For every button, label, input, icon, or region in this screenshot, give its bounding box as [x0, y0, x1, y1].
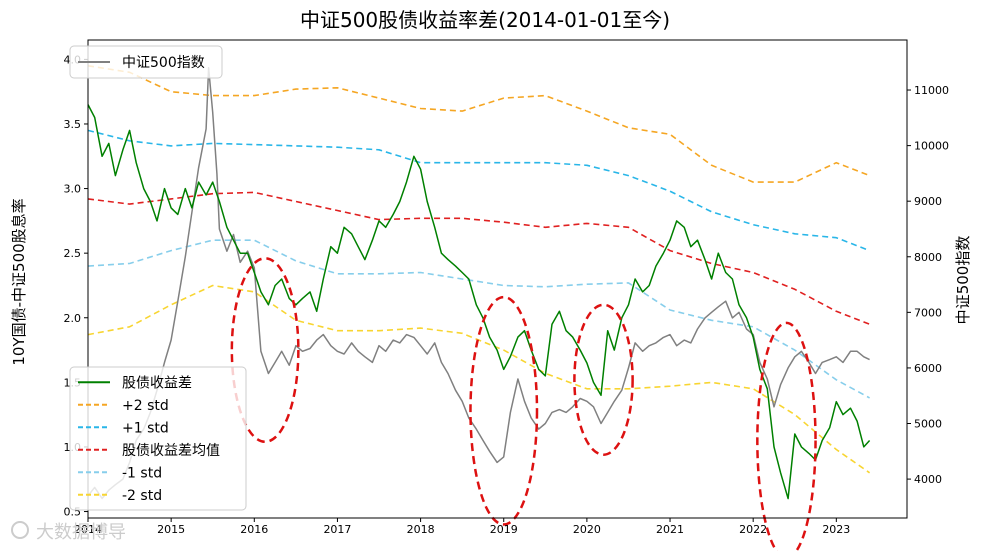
- y-left-tick-label: 3.0: [64, 183, 82, 196]
- watermark: 大数据博导: [11, 521, 126, 543]
- x-tick-label: 2021: [656, 523, 684, 536]
- legend-box: [69, 366, 247, 511]
- y-right-tick-label: 11000: [914, 84, 949, 97]
- y-left-tick-label: 3.5: [64, 118, 82, 131]
- y-axis-left-title: 10Y国债-中证500股息率: [10, 198, 28, 365]
- x-tick-label: 2022: [739, 523, 767, 536]
- series-line-plus-1-std: [87, 129, 870, 252]
- y-axis-right-title: 中证500指数: [954, 236, 972, 325]
- y-right-tick-label: 10000: [914, 140, 949, 153]
- highlight-ellipse-3: [573, 303, 634, 456]
- y-left-tick-label: 2.5: [64, 247, 82, 260]
- y-right-tick-label: 7000: [914, 306, 942, 319]
- legend-top: 中证500指数: [69, 45, 223, 79]
- legend-label-minus-2-std: -2 std: [122, 488, 162, 504]
- x-tick-label: 2019: [490, 523, 518, 536]
- y-right-tick-label: 5000: [914, 418, 942, 431]
- x-tick-label: 2015: [157, 523, 185, 536]
- plot-area: [87, 65, 871, 551]
- legend-label-plus-1-std: +1 std: [122, 420, 169, 436]
- legend-label-spread: 股债收益差: [122, 375, 192, 391]
- watermark-logo-icon: [11, 521, 29, 539]
- highlight-ellipse-2: [469, 295, 539, 526]
- y-right-tick-label: 6000: [914, 362, 942, 375]
- x-tick-label: 2016: [240, 523, 268, 536]
- highlight-ellipse-1: [230, 257, 300, 444]
- y-right-tick-label: 4000: [914, 473, 942, 486]
- y-right-tick-label: 8000: [914, 251, 942, 264]
- highlight-ellipse-4: [756, 321, 817, 551]
- plot-frame: [87, 39, 908, 519]
- legend-label-csi500-index: 中证500指数: [122, 55, 205, 71]
- x-tick-label: 2014: [74, 523, 102, 536]
- series-line-spread-mean: [87, 191, 870, 325]
- legend-label-plus-2-std: +2 std: [122, 398, 169, 414]
- series-line-minus-1-std: [87, 239, 870, 399]
- legend-box: [69, 45, 223, 79]
- axes: 2014 2015 2016 2017 2018 2019 2020 2021 2022 2023…: [64, 39, 949, 536]
- legend-label-spread-mean: 股债收益差均值: [122, 443, 220, 459]
- watermark-text: 大数据博导: [36, 522, 126, 543]
- y-left-tick-label: 2.0: [64, 312, 82, 325]
- series-line-spread: [87, 104, 871, 500]
- series-line-plus-2-std: [87, 65, 870, 183]
- legend-label-minus-1-std: -1 std: [122, 465, 162, 481]
- series-line-minus-2-std: [87, 284, 871, 474]
- series-line-csi500-index: [87, 67, 870, 500]
- legend-bottom: 股债收益差 +2 std +1 std 股债收益差均值 -1 std -2 std: [69, 366, 247, 511]
- x-tick-label: 2020: [573, 523, 601, 536]
- y-right-tick-label: 9000: [914, 195, 942, 208]
- x-tick-label: 2018: [407, 523, 435, 536]
- x-tick-label: 2017: [323, 523, 351, 536]
- chart-title: 中证500股债收益率差(2014-01-01至今): [300, 8, 670, 32]
- x-tick-label: 2023: [822, 523, 850, 536]
